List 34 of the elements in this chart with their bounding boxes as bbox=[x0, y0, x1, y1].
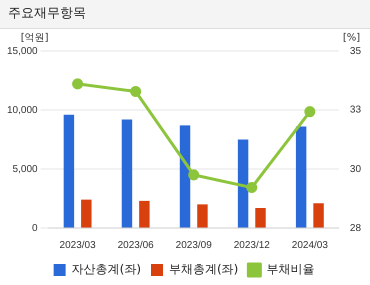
x-tick-label: 2024/03 bbox=[292, 240, 328, 251]
x-tick-label: 2023/06 bbox=[118, 240, 154, 251]
bar bbox=[64, 114, 74, 228]
bar bbox=[238, 140, 248, 228]
x-tick-label: 2023/12 bbox=[234, 240, 270, 251]
chart-title: 주요재무항목 bbox=[0, 0, 370, 29]
y2-axis-title: [%] bbox=[342, 32, 360, 44]
y2-tick-label: 35 bbox=[350, 46, 362, 57]
bar bbox=[197, 204, 208, 228]
y-tick-label: 5,000 bbox=[12, 164, 38, 175]
y2-tick-label: 33 bbox=[350, 104, 362, 116]
point bbox=[188, 169, 200, 180]
bar bbox=[122, 119, 132, 228]
y-axis-title: [억원] bbox=[20, 32, 49, 44]
bar bbox=[180, 125, 190, 228]
y2-tick-label: 28 bbox=[350, 222, 362, 234]
bar bbox=[313, 203, 324, 228]
bar bbox=[255, 208, 266, 228]
bar bbox=[296, 126, 306, 228]
bar bbox=[139, 200, 150, 228]
point bbox=[130, 86, 142, 97]
y2-tick-label: 30 bbox=[350, 164, 362, 175]
y-tick-label: 0 bbox=[32, 222, 38, 234]
y-tick-label: 15,000 bbox=[6, 46, 38, 57]
bar bbox=[81, 200, 92, 228]
x-tick-label: 2023/03 bbox=[60, 240, 96, 251]
legend-label: 부채비율 bbox=[266, 262, 314, 276]
legend-label: 부채총계(좌) bbox=[169, 262, 238, 276]
point bbox=[246, 182, 258, 194]
x-tick-label: 2023/09 bbox=[176, 240, 212, 251]
point bbox=[304, 106, 316, 118]
y-tick-label: 10,000 bbox=[6, 104, 38, 116]
point bbox=[72, 78, 84, 90]
legend-label: 자산총계(좌) bbox=[72, 262, 142, 276]
